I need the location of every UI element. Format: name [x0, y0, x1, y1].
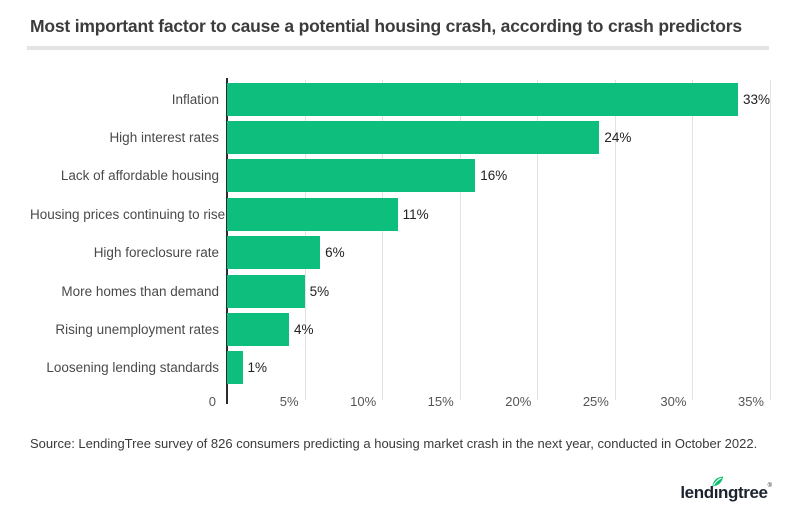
bar-chart: Inflation 33% High interest rates 24% Lack o…: [30, 70, 771, 420]
bar-track: 33%: [227, 82, 770, 116]
value-label: 4%: [294, 322, 314, 338]
value-label: 6%: [325, 245, 345, 261]
bar: [227, 82, 738, 116]
bar-track: 6%: [227, 236, 770, 270]
logo-inner: lendıngtree®: [680, 476, 772, 503]
bar-row: Inflation 33%: [30, 80, 770, 118]
x-tick-label: 20%: [505, 394, 532, 409]
leaf-icon: [712, 476, 724, 487]
gridline: [537, 80, 539, 400]
category-label: More homes than demand: [61, 283, 219, 299]
bar-track: 11%: [227, 197, 770, 231]
bar-track: 5%: [227, 274, 770, 308]
gridline: [614, 80, 616, 400]
x-tick-label: 25%: [582, 394, 609, 409]
chart-title: Most important factor to cause a potenti…: [30, 16, 742, 36]
bar-row: More homes than demand 5%: [30, 272, 770, 310]
bar-track: 16%: [227, 159, 770, 193]
bar-rows: Inflation 33% High interest rates 24% Lack o…: [30, 80, 770, 387]
value-label: 33%: [742, 91, 770, 107]
category-label: Rising unemployment rates: [55, 322, 219, 338]
bar-row: Housing prices continuing to rise 11%: [30, 195, 770, 233]
category-label: Housing prices continuing to rise: [30, 206, 226, 222]
bar: [227, 197, 398, 231]
value-label: 11%: [402, 206, 429, 222]
x-axis-ticks: 0 5% 10% 15% 20% 25% 30% 35%: [30, 394, 770, 412]
bar: [227, 313, 290, 347]
bar: [227, 274, 305, 308]
category-label: High interest rates: [109, 130, 219, 146]
bar: [227, 236, 321, 270]
logo-wordmark: lendıngtree: [680, 483, 768, 502]
source-note: Source: LendingTree survey of 826 consum…: [30, 436, 758, 451]
x-tick-label: 10%: [350, 394, 377, 409]
bar: [227, 351, 243, 385]
category-label: Loosening lending standards: [46, 360, 219, 376]
x-tick-label: 0: [208, 394, 216, 409]
category-label: Lack of affordable housing: [60, 168, 219, 184]
title-divider: [27, 46, 769, 50]
x-tick-label: 30%: [660, 394, 687, 409]
value-label: 1%: [247, 360, 268, 376]
bar-row: High interest rates 24%: [30, 118, 770, 156]
category-label: High foreclosure rate: [93, 245, 219, 261]
bar-track: 4%: [227, 313, 770, 347]
bar-row: Lack of affordable housing 16%: [30, 157, 770, 195]
x-tick-label: 15%: [427, 394, 454, 409]
value-label: 24%: [604, 130, 632, 146]
logo-trademark: ®: [767, 483, 772, 489]
category-label: Inflation: [171, 91, 219, 107]
bar-row: Rising unemployment rates 4%: [30, 310, 770, 348]
value-label: 5%: [309, 283, 330, 299]
x-tick-label: 5%: [279, 394, 299, 409]
value-label: 16%: [480, 168, 508, 184]
bar-track: 24%: [227, 121, 770, 155]
bar: [227, 159, 476, 193]
bar-track: 1%: [227, 351, 770, 385]
lendingtree-logo: lendıngtree®: [680, 476, 772, 507]
gridline: [459, 80, 461, 400]
x-tick-label: 35%: [737, 394, 764, 409]
bar-row: High foreclosure rate 6%: [30, 234, 770, 272]
bar: [227, 121, 600, 155]
bar-row: Loosening lending standards 1%: [30, 349, 770, 387]
gridline: [382, 80, 384, 400]
gridline: [770, 80, 771, 400]
gridline: [692, 80, 694, 400]
